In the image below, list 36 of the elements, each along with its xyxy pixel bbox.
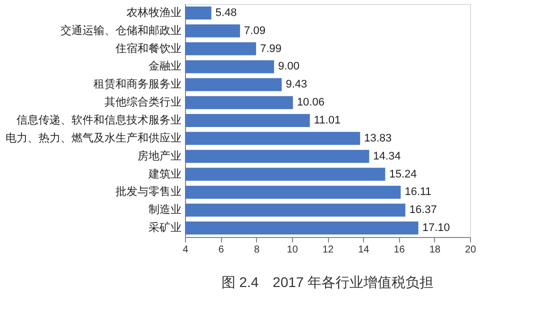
data-label: 13.83 xyxy=(364,132,392,144)
y-tick-label: 制造业 xyxy=(148,203,182,216)
data-label: 5.48 xyxy=(215,6,237,19)
y-tick-label: 住宿和餐饮业 xyxy=(116,42,182,55)
y-tick-label: 电力、热力、燃气及水生产和供应业 xyxy=(6,131,182,144)
y-tick-label: 农林牧渔业 xyxy=(126,6,182,19)
x-tick-label: 18 xyxy=(429,244,441,256)
x-tick-label: 20 xyxy=(464,244,476,256)
y-tick-label: 房地产业 xyxy=(138,149,182,162)
data-label: 14.34 xyxy=(373,150,401,162)
x-tick-label: 12 xyxy=(322,244,334,256)
x-tick-label: 10 xyxy=(286,244,298,256)
y-tick-label: 信息传递、软件和信息技术服务业 xyxy=(16,114,182,126)
x-tick-label: 14 xyxy=(358,244,370,256)
data-label: 7.99 xyxy=(260,42,282,55)
y-tick-label: 金融业 xyxy=(148,60,182,73)
data-label: 10.06 xyxy=(296,96,324,109)
y-tick-label: 建筑业 xyxy=(148,167,182,180)
data-label: 7.09 xyxy=(244,24,266,37)
data-label: 15.24 xyxy=(389,168,417,180)
data-label: 9.43 xyxy=(286,78,308,91)
data-label: 11.01 xyxy=(314,114,341,126)
data-label: 17.10 xyxy=(422,222,450,234)
y-tick-label: 批发与零售业 xyxy=(116,185,182,198)
data-label: 9.00 xyxy=(278,60,300,73)
y-tick-label: 交通运输、仓储和邮政业 xyxy=(60,24,182,37)
x-tick-label: 8 xyxy=(254,244,260,256)
x-tick-label: 16 xyxy=(394,244,406,256)
y-tick-label: 采矿业 xyxy=(148,221,182,234)
x-tick-label: 4 xyxy=(182,244,189,256)
y-tick-label: 租赁和商务服务业 xyxy=(94,78,182,91)
x-tick-label: 6 xyxy=(218,244,224,256)
text: 图 2.4 2017 年各行业增值税负担 xyxy=(221,274,434,290)
y-tick-label: 其他综合类行业 xyxy=(104,96,182,109)
data-label: 16.11 xyxy=(404,186,432,198)
data-label: 16.37 xyxy=(409,204,437,216)
